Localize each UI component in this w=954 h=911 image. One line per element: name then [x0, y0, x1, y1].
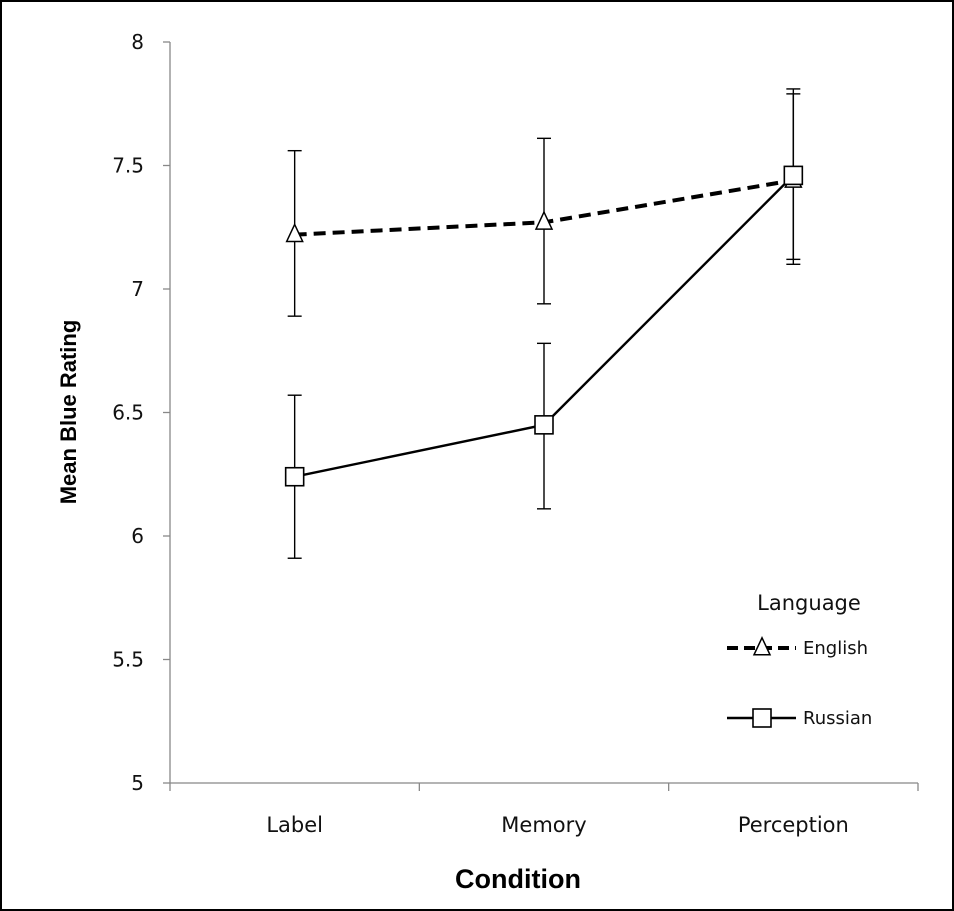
axes	[163, 41, 919, 791]
legend-swatch-marker	[752, 636, 772, 656]
y-tick-label: 5.5	[112, 648, 144, 672]
legend-label: English	[803, 638, 868, 659]
y-axis-title: Mean Blue Rating	[56, 320, 81, 505]
x-category-labels: Label Memory Perception	[266, 813, 849, 837]
marker-russian	[284, 466, 305, 487]
marker-english	[285, 222, 304, 243]
legend-label: Russian	[803, 708, 872, 729]
x-category-label: Perception	[738, 813, 849, 837]
y-tick-label: 5	[131, 771, 144, 795]
legend: Language English Russian	[727, 591, 872, 729]
y-tick-label: 6.5	[112, 401, 144, 425]
marker-russian	[783, 165, 804, 186]
x-category-label: Memory	[501, 813, 586, 837]
marker-russian	[534, 415, 554, 435]
x-axis-title: Condition	[455, 864, 581, 894]
marker-english	[534, 210, 554, 230]
series-markers	[284, 165, 804, 487]
y-tick-label: 6	[131, 524, 144, 548]
y-tick-label: 8	[131, 30, 144, 54]
y-tick-label: 7	[131, 277, 144, 301]
legend-title: Language	[757, 591, 861, 615]
legend-swatch-marker	[752, 708, 772, 728]
x-category-label: Label	[266, 813, 323, 837]
y-tick-labels: 5 5.5 6 6.5 7 7.5 8	[112, 30, 144, 795]
error-bars	[287, 88, 801, 559]
y-tick-label: 7.5	[112, 154, 144, 178]
